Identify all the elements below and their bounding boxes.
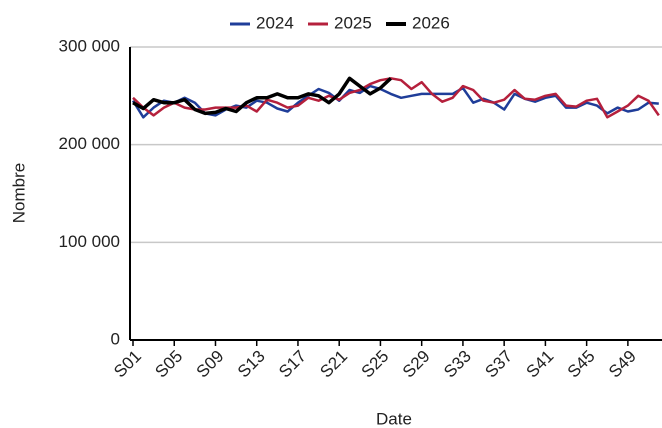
legend-label: 2024	[256, 13, 294, 32]
x-tick-label: S21	[316, 347, 351, 382]
y-tick-label: 100 000	[59, 232, 120, 251]
line-series	[132, 76, 392, 116]
y-tick-label: 300 000	[59, 36, 120, 55]
line-series	[132, 77, 660, 119]
x-tick-label: S29	[399, 347, 434, 382]
x-tick-label: S25	[358, 347, 393, 382]
x-tick-label: S01	[110, 347, 145, 382]
x-tick-label: S17	[275, 347, 310, 382]
x-tick-label: S49	[605, 347, 640, 382]
line-series	[131, 84, 659, 119]
x-tick-label: S13	[234, 347, 269, 382]
x-tick-label: S09	[193, 347, 228, 382]
y-tick-label: 0	[111, 329, 120, 348]
x-axis-title: Date	[376, 409, 412, 428]
x-tick-label: S45	[564, 347, 599, 382]
x-tick-label: S33	[440, 347, 475, 382]
legend-label: 2025	[334, 13, 372, 32]
legend-label: 2026	[412, 13, 450, 32]
y-axis-title: Nombre	[9, 163, 28, 223]
x-tick-label: S41	[523, 347, 558, 382]
y-tick-label: 200 000	[59, 134, 120, 153]
x-tick-label: S05	[151, 347, 186, 382]
x-tick-label: S37	[481, 347, 516, 382]
